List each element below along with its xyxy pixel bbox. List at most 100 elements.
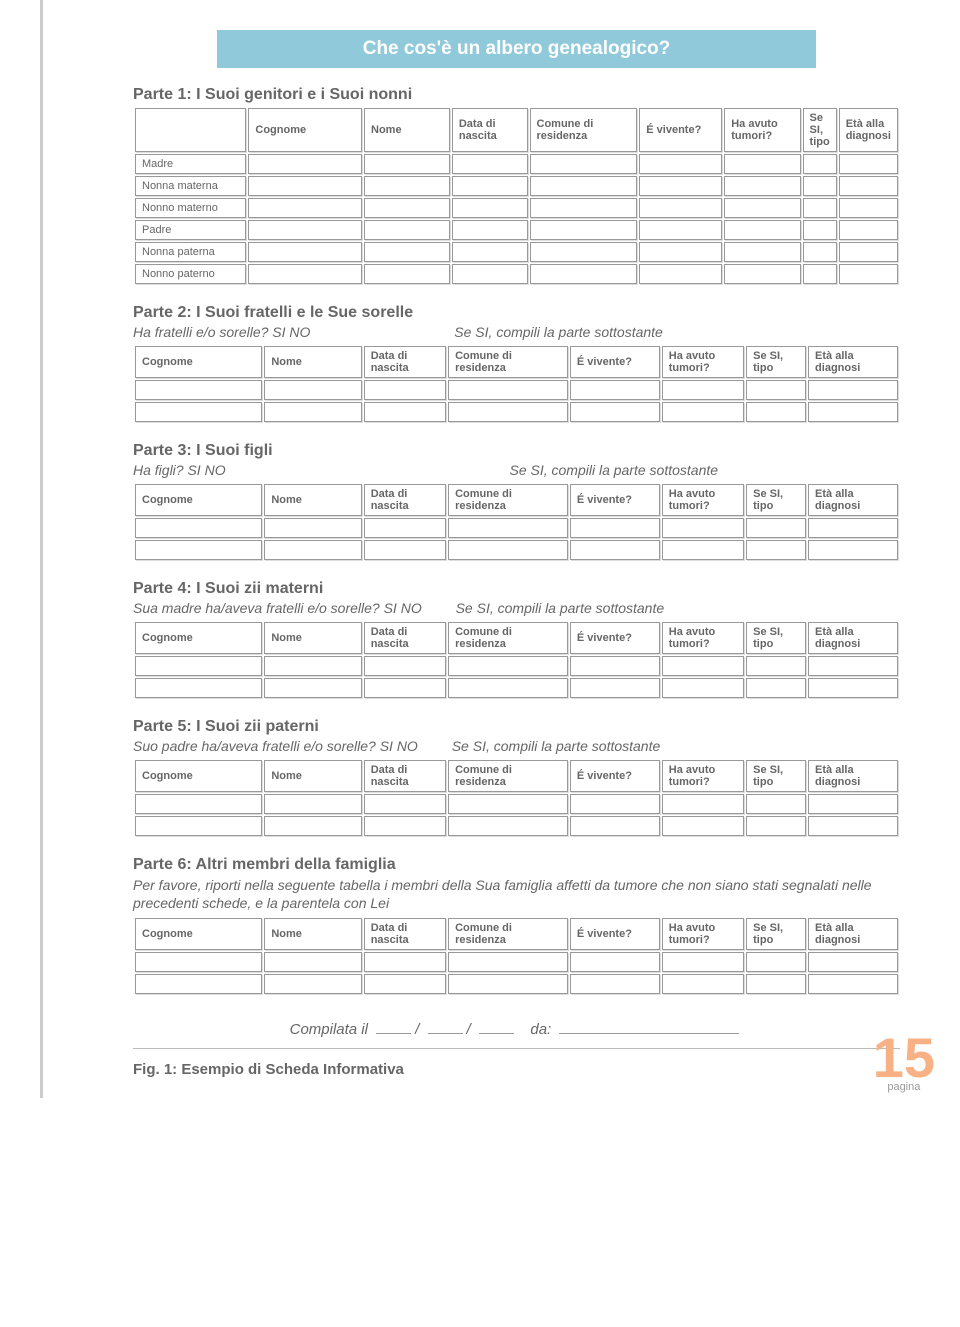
table-row: Padre	[135, 220, 898, 240]
table-header-row: Cognome Nome Data di nascita Comune di r…	[135, 760, 898, 792]
part4-question: Sua madre ha/aveva fratelli e/o sorelle?…	[133, 600, 422, 616]
part5-question: Suo padre ha/aveva fratelli e/o sorelle?…	[133, 738, 418, 754]
col-vivente: É vivente?	[570, 622, 660, 654]
table-row	[135, 402, 898, 422]
part3-subline: Ha figli? SI NO Se SI, compili la parte …	[133, 462, 900, 478]
table-header-row: Cognome Nome Data di nascita Comune di r…	[135, 622, 898, 654]
col-data: Data di nascita	[364, 622, 446, 654]
row-label: Nonna paterna	[135, 242, 246, 262]
table-header-row: Cognome Nome Data di nascita Comune di r…	[135, 108, 898, 152]
col-nome: Nome	[264, 484, 361, 516]
col-nome: Nome	[264, 918, 361, 950]
date-blank-year[interactable]	[479, 1033, 514, 1034]
col-eta: Età alla diagnosi	[808, 760, 898, 792]
col-sesi: Se SI, tipo	[746, 484, 806, 516]
table-row: Nonno paterno	[135, 264, 898, 284]
col-comune: Comune di residenza	[448, 346, 568, 378]
table-row	[135, 794, 898, 814]
col-data: Data di nascita	[364, 346, 446, 378]
part6-heading: Parte 6: Altri membri della famiglia	[133, 856, 900, 874]
table-row	[135, 518, 898, 538]
table-header-row: Cognome Nome Data di nascita Comune di r…	[135, 918, 898, 950]
part1-table: Cognome Nome Data di nascita Comune di r…	[133, 106, 900, 286]
col-cognome: Cognome	[135, 346, 262, 378]
col-sesi: Se SI, tipo	[746, 918, 806, 950]
page-number-value: 15	[873, 1034, 935, 1082]
table-row	[135, 656, 898, 676]
col-nome: Nome	[364, 108, 450, 152]
part5-subline: Suo padre ha/aveva fratelli e/o sorelle?…	[133, 738, 900, 754]
part4-subline: Sua madre ha/aveva fratelli e/o sorelle?…	[133, 600, 900, 616]
part3-table: Cognome Nome Data di nascita Comune di r…	[133, 482, 900, 562]
col-cognome: Cognome	[135, 918, 262, 950]
col-comune: Comune di residenza	[448, 622, 568, 654]
col-tumori: Ha avuto tumori?	[662, 918, 744, 950]
row-label: Padre	[135, 220, 246, 240]
part3-prompt: Se SI, compili la parte sottostante	[509, 462, 718, 478]
col-vivente: É vivente?	[570, 760, 660, 792]
col-vivente: É vivente?	[570, 484, 660, 516]
col-data: Data di nascita	[364, 484, 446, 516]
col-cognome: Cognome	[135, 484, 262, 516]
col-comune: Comune di residenza	[448, 484, 568, 516]
col-data: Data di nascita	[452, 108, 528, 152]
page-number: 15 pagina	[873, 1034, 935, 1094]
col-nome: Nome	[264, 346, 361, 378]
col-eta: Età alla diagnosi	[808, 918, 898, 950]
table-row: Nonno materno	[135, 198, 898, 218]
row-label: Madre	[135, 154, 246, 174]
col-tumori: Ha avuto tumori?	[662, 484, 744, 516]
part5-heading: Parte 5: I Suoi zii paterni	[133, 718, 900, 736]
part6-table: Cognome Nome Data di nascita Comune di r…	[133, 916, 900, 996]
table-row	[135, 816, 898, 836]
col-vivente: É vivente?	[570, 346, 660, 378]
part1-heading: Parte 1: I Suoi genitori e i Suoi nonni	[133, 86, 900, 104]
part5-prompt: Se SI, compili la parte sottostante	[452, 738, 661, 754]
table-row	[135, 678, 898, 698]
part2-table: Cognome Nome Data di nascita Comune di r…	[133, 344, 900, 424]
figure-caption: Fig. 1: Esempio di Scheda Informativa	[133, 1061, 900, 1078]
col-cognome: Cognome	[135, 622, 262, 654]
table-header-row: Cognome Nome Data di nascita Comune di r…	[135, 484, 898, 516]
part4-heading: Parte 4: I Suoi zii materni	[133, 580, 900, 598]
col-nome: Nome	[264, 760, 361, 792]
col-sesi: Se SI, tipo	[746, 760, 806, 792]
col-tumori: Ha avuto tumori?	[662, 622, 744, 654]
table-row: Nonna materna	[135, 176, 898, 196]
table-row	[135, 380, 898, 400]
col-cognome: Cognome	[135, 760, 262, 792]
col-data: Data di nascita	[364, 760, 446, 792]
part4-table: Cognome Nome Data di nascita Comune di r…	[133, 620, 900, 700]
part3-heading: Parte 3: I Suoi figli	[133, 442, 900, 460]
col-vivente: É vivente?	[570, 918, 660, 950]
col-data: Data di nascita	[364, 918, 446, 950]
date-blank-day[interactable]	[376, 1033, 411, 1034]
col-tumori: Ha avuto tumori?	[724, 108, 800, 152]
col-sesi: Se SI, tipo	[803, 108, 837, 152]
part4-prompt: Se SI, compili la parte sottostante	[456, 600, 665, 616]
col-tumori: Ha avuto tumori?	[662, 346, 744, 378]
compilata-label: Compilata il	[290, 1021, 368, 1038]
part3-question: Ha figli? SI NO	[133, 462, 226, 478]
col-eta: Età alla diagnosi	[808, 622, 898, 654]
table-row	[135, 540, 898, 560]
col-comune: Comune di residenza	[530, 108, 638, 152]
date-blank-month[interactable]	[428, 1033, 463, 1034]
table-header-row: Cognome Nome Data di nascita Comune di r…	[135, 346, 898, 378]
row-label: Nonno paterno	[135, 264, 246, 284]
row-label: Nonno materno	[135, 198, 246, 218]
table-row: Madre	[135, 154, 898, 174]
col-sesi: Se SI, tipo	[746, 622, 806, 654]
col-eta: Età alla diagnosi	[839, 108, 898, 152]
part2-prompt: Se SI, compili la parte sottostante	[454, 324, 663, 340]
page-title: Che cos'è un albero genealogico?	[217, 30, 815, 68]
col-cognome: Cognome	[248, 108, 362, 152]
col-nome: Nome	[264, 622, 361, 654]
signer-blank[interactable]	[559, 1033, 739, 1034]
part2-heading: Parte 2: I Suoi fratelli e le Sue sorell…	[133, 304, 900, 322]
table-row: Nonna paterna	[135, 242, 898, 262]
row-label: Nonna materna	[135, 176, 246, 196]
footer-date-line: Compilata il / / da:	[133, 1021, 900, 1038]
part5-table: Cognome Nome Data di nascita Comune di r…	[133, 758, 900, 838]
da-label: da:	[530, 1021, 551, 1038]
